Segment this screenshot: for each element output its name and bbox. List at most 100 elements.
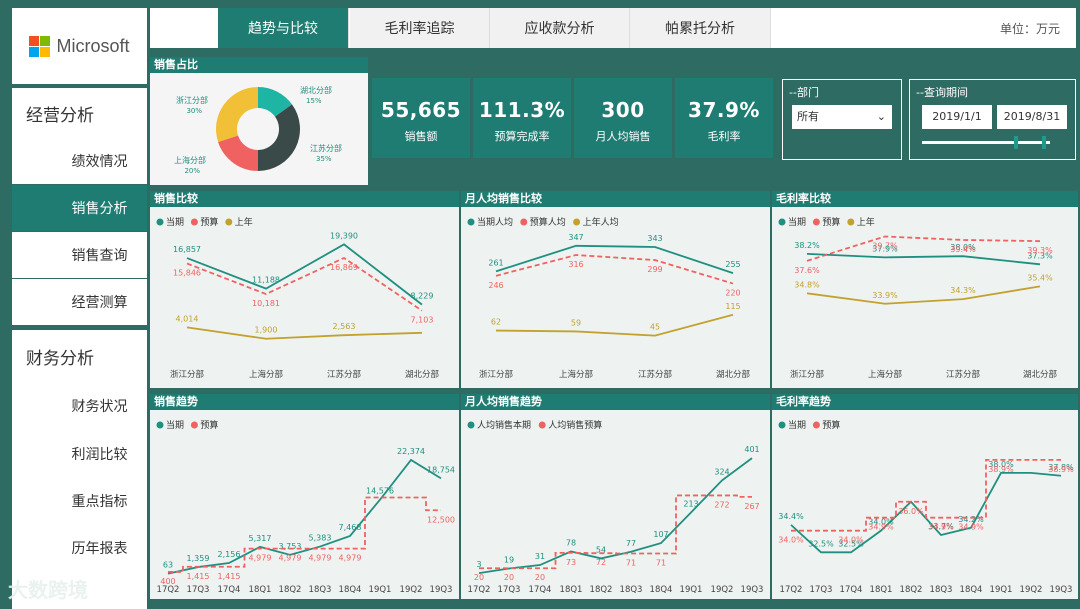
data-label: 299 <box>647 265 662 274</box>
date-range-slider[interactable] <box>922 136 1050 149</box>
legend-marker <box>573 218 581 226</box>
data-label: 45 <box>650 323 660 332</box>
sidebar-item-financial-status[interactable]: 财务状况 <box>12 382 147 430</box>
panel-title: 销售趋势 <box>150 394 459 410</box>
legend-label: 当期 <box>166 419 184 431</box>
x-tick-label: 18Q1 <box>870 585 893 595</box>
data-label: 324 <box>714 467 729 476</box>
sales-trend-panel: 销售趋势 当期 预算 63 1,359 2,156 5,317 3,753 5,383 7,468… <box>150 394 459 599</box>
x-tick-label: 19Q2 <box>400 585 423 595</box>
data-label: 220 <box>725 289 740 298</box>
legend-marker <box>156 421 164 429</box>
sidebar-item-performance[interactable]: 绩效情况 <box>12 138 147 184</box>
start-date-input[interactable]: 2019/1/1 <box>922 105 992 129</box>
x-tick-label: 上海分部 <box>559 369 594 380</box>
sidebar-group-business[interactable]: 经营分析 <box>12 88 147 138</box>
slider-end-handle[interactable] <box>1042 136 1047 149</box>
data-label: 20 <box>535 573 545 582</box>
pie-slice-pct: 35% <box>316 155 332 163</box>
brand-name: Microsoft <box>56 35 130 56</box>
end-date-input[interactable]: 2019/8/31 <box>997 105 1067 129</box>
slider-start-handle[interactable] <box>1013 136 1018 149</box>
data-label: 33.9% <box>872 291 898 300</box>
pie-slice[interactable] <box>258 104 301 171</box>
department-select[interactable]: 所有 ⌄ <box>792 105 892 129</box>
data-label: 246 <box>488 281 503 290</box>
data-label: 34.4% <box>778 512 804 521</box>
x-tick-label: 17Q2 <box>468 585 491 595</box>
tab-margin-tracking[interactable]: 毛利率追踪 <box>350 8 490 48</box>
x-tick-label: 浙江分部 <box>790 369 825 380</box>
pie-slice[interactable] <box>216 87 258 142</box>
kpi-value: 55,665 <box>380 98 462 122</box>
data-label: 267 <box>744 502 759 511</box>
kpi-budget-completion: 111.3% 预算完成率 <box>473 78 571 158</box>
legend-marker <box>190 218 198 226</box>
data-label: 343 <box>647 234 662 243</box>
data-label: 4,979 <box>249 554 272 563</box>
sidebar-item-sales-query[interactable]: 销售查询 <box>12 232 147 278</box>
legend-marker <box>847 218 855 226</box>
data-label: 78 <box>566 538 576 547</box>
legend-label: 人均销售本期 <box>477 419 531 431</box>
tab-trend-compare[interactable]: 趋势与比较 <box>218 8 349 48</box>
sidebar-item-business-estimate[interactable]: 经营测算 <box>12 279 147 325</box>
legend-label: 当期 <box>788 216 806 228</box>
x-tick-label: 19Q3 <box>741 585 764 595</box>
kpi-sales-amount: 55,665 销售额 <box>372 78 470 158</box>
x-tick-label: 19Q3 <box>430 585 453 595</box>
data-label: 18,754 <box>427 465 455 474</box>
pie-slice-label: 江苏分部 <box>310 143 342 153</box>
data-label: 71 <box>626 558 636 567</box>
data-label: 11,188 <box>252 276 280 285</box>
legend-marker <box>467 218 475 226</box>
sidebar-item-profit-compare[interactable]: 利润比较 <box>12 430 147 477</box>
data-label: 38.2% <box>794 241 820 250</box>
period-filter: --查询期间 2019/1/1 2019/8/31 <box>909 79 1076 160</box>
pie-slice[interactable] <box>258 87 292 117</box>
x-tick-label: 17Q4 <box>218 585 241 595</box>
data-label: 8,229 <box>411 292 434 301</box>
kpi-gross-margin: 37.9% 毛利率 <box>675 78 773 158</box>
x-tick-label: 18Q3 <box>930 585 953 595</box>
data-label: 54 <box>596 545 606 554</box>
watermark: 大数跨境 <box>8 574 88 603</box>
sidebar-item-annual-reports[interactable]: 历年报表 <box>12 524 147 572</box>
tab-pareto[interactable]: 帕累托分析 <box>630 8 771 48</box>
tab-receivables[interactable]: 应收款分析 <box>490 8 630 48</box>
x-tick-label: 19Q3 <box>1050 585 1073 595</box>
x-tick-label: 19Q1 <box>369 585 392 595</box>
data-label: 14,576 <box>366 487 394 496</box>
data-label: 33.7% <box>928 522 954 531</box>
data-label: 7,103 <box>411 316 434 325</box>
data-label: 3 <box>476 560 481 569</box>
data-label: 38.0% <box>950 243 976 252</box>
data-label: 1,415 <box>187 572 210 581</box>
sidebar-item-sales-analysis[interactable]: 销售分析 <box>12 185 147 231</box>
filter-title: --查询期间 <box>916 86 968 99</box>
chevron-down-icon: ⌄ <box>876 110 886 123</box>
data-label: 71 <box>656 558 666 567</box>
x-tick-label: 17Q3 <box>498 585 521 595</box>
pie-slice-label: 浙江分部 <box>176 95 208 105</box>
sidebar-group-finance[interactable]: 财务分析 <box>12 330 147 382</box>
tab-label: 应收款分析 <box>524 21 595 37</box>
kpi-label: 月人均销售 <box>595 130 651 143</box>
pie-slice[interactable] <box>218 135 258 171</box>
department-filter: --部门 所有 ⌄ <box>782 79 902 160</box>
series-line <box>806 285 1041 305</box>
x-tick-label: 江苏分部 <box>327 369 362 380</box>
x-tick-label: 18Q2 <box>590 585 613 595</box>
margin-compare-panel: 毛利率比较 当期 预算 上年 38.2% 37.9% 38.0% 37.3% 37.6% 39.7… <box>772 191 1078 388</box>
sidebar-item-key-indicators[interactable]: 重点指标 <box>12 477 147 524</box>
data-label: 34.0% <box>778 536 804 545</box>
legend-label: 预算 <box>200 419 218 431</box>
data-label: 2,563 <box>333 322 356 331</box>
x-tick-label: 浙江分部 <box>170 369 205 380</box>
data-label: 34.9% <box>868 523 894 532</box>
data-label: 213 <box>683 499 698 508</box>
series-line <box>168 496 441 573</box>
series-line <box>806 235 1041 262</box>
pie-slice-label: 湖北分部 <box>300 85 332 95</box>
